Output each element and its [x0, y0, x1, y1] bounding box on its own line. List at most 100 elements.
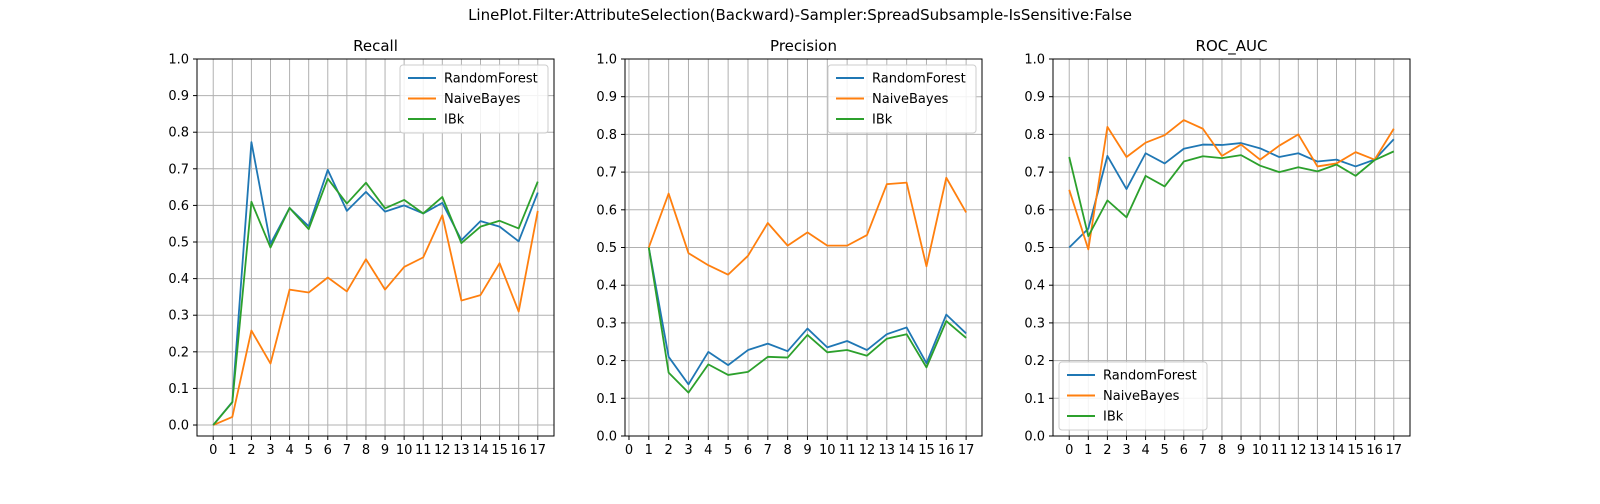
series-line-randomforest: [212, 141, 539, 426]
x-tick-label: 8: [783, 443, 791, 458]
y-tick-label: 1.0: [168, 53, 189, 68]
x-tick-label: 10: [396, 443, 413, 458]
x-tick-label: 2: [664, 443, 672, 458]
series-line-naivebayes: [212, 210, 539, 426]
x-tick-label: 15: [1347, 443, 1364, 458]
y-tick-label: 0.6: [168, 199, 189, 214]
x-tick-label: 17: [1385, 443, 1402, 458]
x-tick-label: 11: [415, 443, 432, 458]
legend-label-ibk: IBk: [872, 113, 893, 128]
y-tick-label: 0.0: [596, 430, 617, 445]
x-tick-label: 6: [744, 443, 752, 458]
x-tick-label: 4: [704, 443, 712, 458]
x-tick-label: 13: [1309, 443, 1326, 458]
chart-title: Recall: [353, 37, 398, 55]
x-tick-label: 0: [209, 443, 217, 458]
legend-label-naivebayes: NaiveBayes: [1103, 389, 1180, 404]
x-tick-label: 4: [1141, 443, 1149, 458]
x-tick-label: 9: [803, 443, 811, 458]
legend-label-naivebayes: NaiveBayes: [444, 92, 521, 107]
x-tick-label: 1: [1084, 443, 1092, 458]
x-tick-label: 11: [1271, 443, 1288, 458]
x-tick-label: 17: [529, 443, 546, 458]
legend-label-randomforest: RandomForest: [444, 72, 538, 87]
x-tick-label: 12: [434, 443, 451, 458]
legend-box: [1058, 361, 1208, 431]
x-tick-label: 13: [453, 443, 470, 458]
x-tick-label: 6: [324, 443, 332, 458]
series-line-ibk: [647, 247, 967, 394]
x-tick-label: 3: [1122, 443, 1130, 458]
x-tick-label: 6: [1180, 443, 1188, 458]
legend: RandomForest NaiveBayes IBk: [1058, 361, 1208, 431]
x-tick-label: 15: [491, 443, 508, 458]
y-tick-label: 0.9: [168, 89, 189, 104]
y-tick-label: 0.1: [168, 382, 189, 397]
chart-title: Precision: [770, 37, 837, 55]
legend-label-ibk: IBk: [444, 113, 465, 128]
legend-label-ibk: IBk: [1103, 410, 1124, 425]
x-tick-label: 0: [625, 443, 633, 458]
y-tick-label: 0.8: [168, 126, 189, 141]
legend-box: [399, 64, 549, 134]
y-tick-label: 0.4: [596, 279, 617, 294]
x-tick-label: 16: [1366, 443, 1383, 458]
x-tick-label: 17: [958, 443, 975, 458]
series-line-ibk: [212, 177, 539, 426]
x-tick-label: 9: [1237, 443, 1245, 458]
y-tick-label: 0.0: [168, 419, 189, 434]
chart-panel-precision: 0 1 2 3 4 5 6 7 8 9 10 11 12 13 14 15 16 170.00.10.20.30.…: [596, 37, 983, 458]
figure-title: LinePlot.Filter:AttributeSelection(Backw…: [468, 6, 1132, 24]
x-tick-label: 8: [1218, 443, 1226, 458]
plot-frame: [196, 58, 555, 437]
x-tick-label: 7: [1199, 443, 1207, 458]
x-tick-label: 3: [266, 443, 274, 458]
y-tick-label: 0.6: [1024, 203, 1045, 218]
x-tick-label: 1: [645, 443, 653, 458]
x-tick-label: 14: [1328, 443, 1345, 458]
legend-label-randomforest: RandomForest: [1103, 369, 1197, 384]
x-tick-label: 12: [1290, 443, 1307, 458]
y-tick-label: 1.0: [1024, 53, 1045, 68]
chart-panel-roc-auc: 0 1 2 3 4 5 6 7 8 9 10 11 12 13 14 15 16 170.00.10.20.30.…: [1024, 37, 1411, 458]
y-tick-label: 0.2: [596, 354, 617, 369]
x-tick-label: 14: [472, 443, 489, 458]
legend: RandomForest NaiveBayes IBk: [399, 64, 549, 134]
series-line-randomforest: [647, 247, 967, 386]
x-tick-label: 9: [381, 443, 389, 458]
y-tick-label: 0.1: [596, 392, 617, 407]
x-tick-label: 4: [285, 443, 293, 458]
series-line-ibk: [1068, 150, 1395, 238]
y-tick-label: 0.9: [1024, 90, 1045, 105]
y-tick-label: 0.4: [1024, 279, 1045, 294]
x-tick-label: 13: [879, 443, 896, 458]
x-tick-label: 5: [724, 443, 732, 458]
x-tick-label: 12: [859, 443, 876, 458]
x-tick-label: 5: [305, 443, 313, 458]
y-tick-label: 0.7: [168, 162, 189, 177]
x-tick-label: 2: [1103, 443, 1111, 458]
chart-panel-recall: 0 1 2 3 4 5 6 7 8 9 10 11 12 13 14 15 16 170.00.10.20.30.…: [168, 37, 555, 458]
x-tick-label: 15: [918, 443, 935, 458]
y-tick-label: 0.5: [1024, 241, 1045, 256]
y-tick-label: 0.5: [596, 241, 617, 256]
legend-label-randomforest: RandomForest: [872, 72, 966, 87]
y-tick-label: 0.7: [596, 166, 617, 181]
y-tick-label: 0.1: [1024, 392, 1045, 407]
x-tick-label: 3: [684, 443, 692, 458]
y-tick-label: 0.6: [596, 203, 617, 218]
y-tick-label: 0.8: [596, 128, 617, 143]
legend: RandomForest NaiveBayes IBk: [827, 64, 977, 134]
x-tick-label: 16: [938, 443, 955, 458]
y-tick-label: 0.5: [168, 236, 189, 251]
y-tick-label: 0.0: [1024, 430, 1045, 445]
x-tick-label: 2: [247, 443, 255, 458]
x-tick-label: 16: [510, 443, 527, 458]
y-tick-label: 0.2: [1024, 354, 1045, 369]
x-tick-label: 5: [1161, 443, 1169, 458]
y-tick-label: 0.3: [1024, 316, 1045, 331]
x-tick-label: 7: [343, 443, 351, 458]
legend-label-naivebayes: NaiveBayes: [872, 92, 949, 107]
